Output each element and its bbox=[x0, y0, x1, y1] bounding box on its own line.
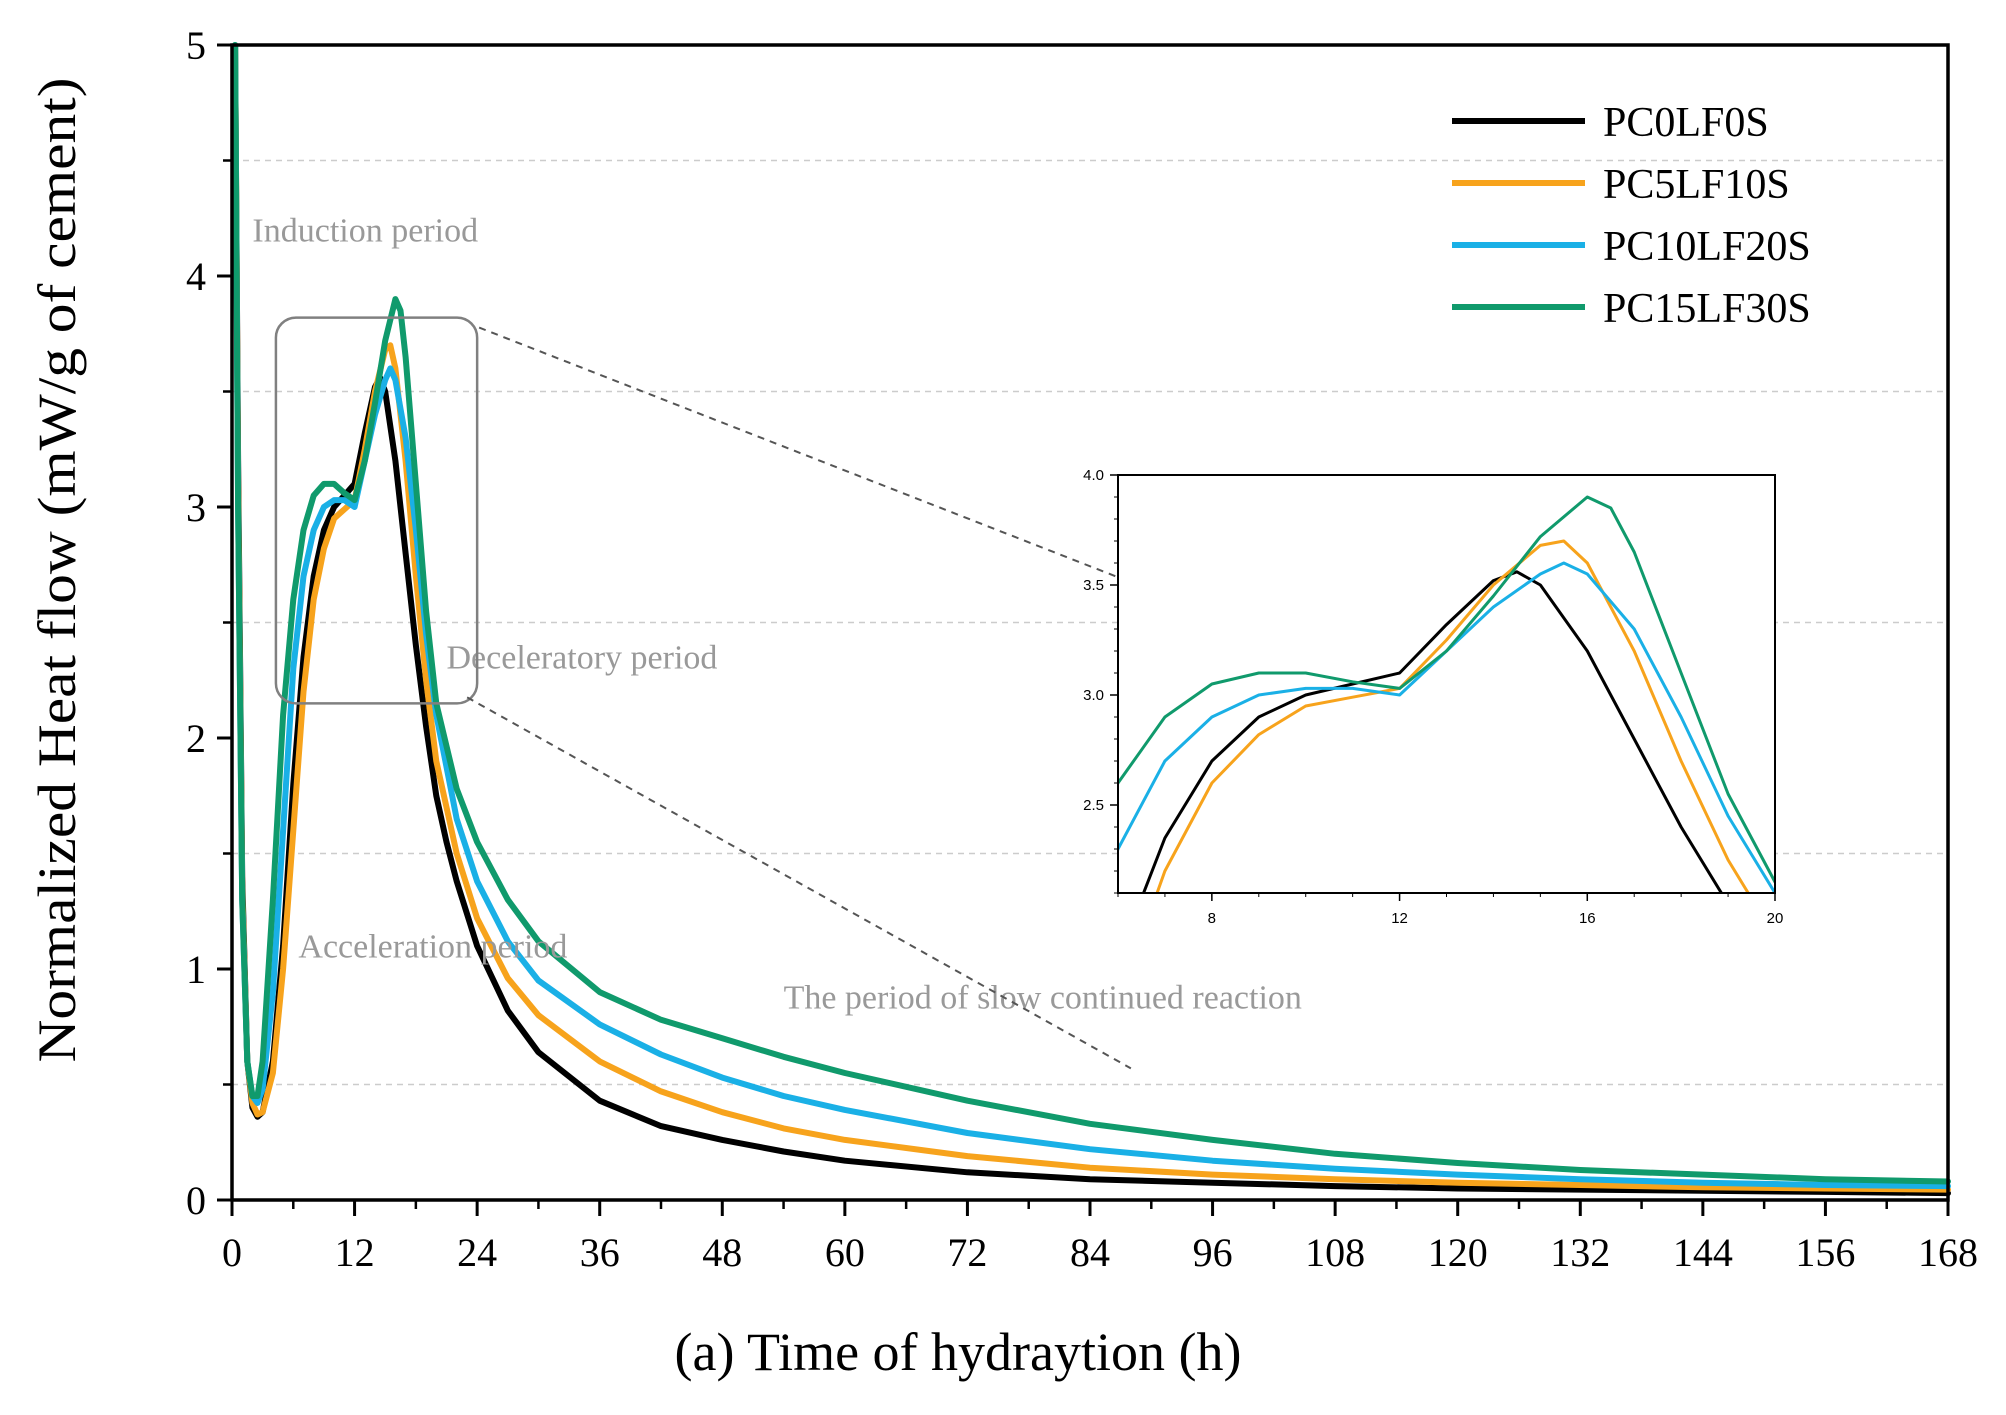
x-tick-label: 0 bbox=[222, 1230, 242, 1275]
inset-x-tick-label: 20 bbox=[1767, 910, 1784, 927]
y-tick-label: 3 bbox=[186, 485, 206, 530]
zoom-connector-top bbox=[478, 326, 1139, 586]
y-tick-label: 5 bbox=[186, 23, 206, 68]
inset-x-tick-label: 16 bbox=[1579, 910, 1596, 927]
x-tick-label: 72 bbox=[947, 1230, 987, 1275]
x-tick-label: 108 bbox=[1305, 1230, 1365, 1275]
series-line-pc10lf20s bbox=[232, 42, 1951, 1190]
inset-y-tick-label: 2.5 bbox=[1083, 797, 1104, 814]
inset-line-pc15lf30s bbox=[1118, 495, 1775, 884]
inset-line-pc10lf20s bbox=[1118, 561, 1775, 893]
zoom-connector-bottom bbox=[466, 696, 1132, 1070]
annotation-the-period-of-slow-continued-reaction: The period of slow continued reaction bbox=[784, 979, 1302, 1016]
legend-label-pc15lf30s: PC15LF30S bbox=[1603, 286, 1811, 332]
inset-plot: 8 12 16 20 2.5 3.0 3.5 4.0 bbox=[1083, 467, 1784, 927]
zoom-indicator bbox=[274, 316, 1139, 1070]
inset-series bbox=[1118, 495, 1775, 893]
x-tick-label: 60 bbox=[825, 1230, 865, 1275]
series-line-pc15lf30s bbox=[232, 42, 1951, 1185]
inset-background bbox=[1118, 475, 1775, 893]
x-tick-label: 12 bbox=[335, 1230, 375, 1275]
x-tick-label: 48 bbox=[702, 1230, 742, 1275]
series-lines bbox=[232, 42, 1951, 1197]
x-tick-label: 24 bbox=[457, 1230, 497, 1275]
y-tick-label: 1 bbox=[186, 947, 206, 992]
inset-x-tick-label: 8 bbox=[1208, 910, 1216, 927]
inset-y-tick-label: 3.0 bbox=[1083, 687, 1104, 704]
inset-x-tick-label: 12 bbox=[1391, 910, 1408, 927]
zoom-box bbox=[274, 316, 479, 705]
x-tick-label: 84 bbox=[1070, 1230, 1110, 1275]
x-tick-label: 96 bbox=[1193, 1230, 1233, 1275]
x-tick-label: 132 bbox=[1550, 1230, 1610, 1275]
inset-y-tick-label: 4.0 bbox=[1083, 467, 1104, 484]
annotation-acceleration-period: Acceleration period bbox=[298, 928, 567, 965]
y-tick-label: 4 bbox=[186, 254, 206, 299]
y-tick-label: 0 bbox=[186, 1178, 206, 1223]
legend-label-pc10lf20s: PC10LF20S bbox=[1603, 224, 1811, 270]
x-tick-label: 120 bbox=[1428, 1230, 1488, 1275]
legend: PC0LF0S PC5LF10S PC10LF20S PC15LF30S bbox=[1452, 100, 1811, 332]
inset-line-pc5lf10s bbox=[1155, 539, 1750, 893]
inset-line-pc0lf0s bbox=[1141, 570, 1724, 893]
x-tick-label: 168 bbox=[1918, 1230, 1978, 1275]
legend-label-pc0lf0s: PC0LF0S bbox=[1603, 100, 1769, 146]
annotation-deceleratory-period: Deceleratory period bbox=[447, 640, 718, 677]
legend-label-pc5lf10s: PC5LF10S bbox=[1603, 162, 1790, 208]
annotations: Induction period Acceleration period Decel… bbox=[252, 212, 1301, 1016]
x-tick-label: 36 bbox=[580, 1230, 620, 1275]
x-tick-label: 144 bbox=[1673, 1230, 1733, 1275]
y-axis-label: Normalized Heat flow (mW/g of cement) bbox=[27, 78, 87, 1063]
inset-y-tick-label: 3.5 bbox=[1083, 577, 1104, 594]
annotation-induction-period: Induction period bbox=[252, 212, 478, 249]
axes: 0 12 24 36 48 60 72 84 96 108 120 132 144 156 16801234… bbox=[186, 23, 1978, 1275]
x-axis-label: (a) Time of hydraytion (h) bbox=[675, 1322, 1242, 1382]
x-tick-label: 156 bbox=[1795, 1230, 1855, 1275]
y-tick-label: 2 bbox=[186, 716, 206, 761]
